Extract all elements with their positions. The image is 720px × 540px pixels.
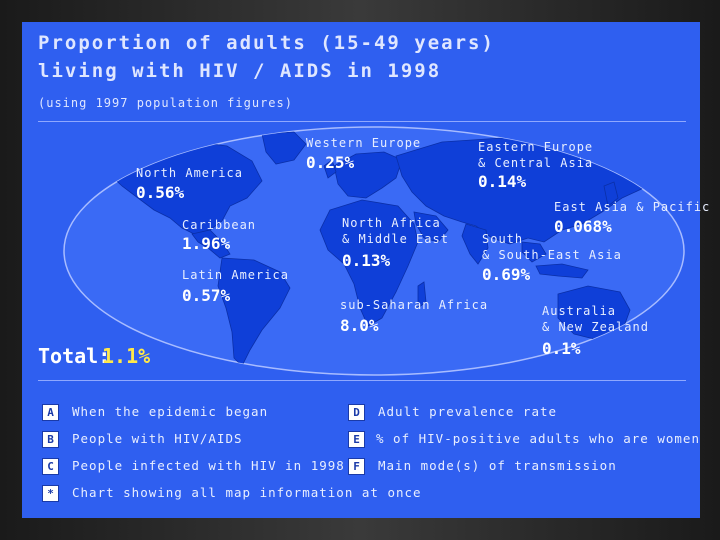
region-name-caribbean: Caribbean [182,218,257,232]
region-value-south-asia: 0.69% [482,265,531,284]
option-c-key[interactable]: C [42,458,59,475]
land-madagascar [417,281,427,309]
land-arabia [413,211,449,243]
region-name-latin-america: Latin America [182,268,289,282]
region-name-north-africa-line-2: & Middle East [342,232,449,246]
region-name-australia: Australia [542,304,617,318]
region-value-east-asia-pacific: 0.068% [554,217,612,236]
title-divider [38,121,686,122]
option-e-key[interactable]: E [348,431,365,448]
options-divider [38,380,686,381]
option-all-link[interactable]: Chart showing all map information at onc… [72,485,422,500]
region-name-east-asia-pacific: East Asia & Pacific [554,200,711,214]
region-value-eastern-europe: 0.14% [478,172,527,191]
region-name-eastern-europe: Eastern Europe [478,140,594,154]
region-name-north-africa: North Africa [342,216,441,230]
region-value-north-africa: 0.13% [342,251,391,270]
option-b-link[interactable]: People with HIV/AIDS [72,431,243,446]
land-southeast-asia [521,241,547,263]
total-label: Total: [38,344,111,368]
option-a-link[interactable]: When the epidemic began [72,404,269,419]
land-greenland [261,131,307,165]
land-indonesia [535,263,589,279]
region-value-latin-america: 0.57% [182,286,231,305]
map-subtitle: (using 1997 population figures) [38,96,293,110]
world-map [63,126,685,376]
land-europe [333,151,403,199]
region-name-sub-saharan-africa: sub-Saharan Africa [340,298,489,312]
region-value-western-europe: 0.25% [306,153,355,172]
region-name-western-europe: Western Europe [306,136,422,150]
option-c-link[interactable]: People infected with HIV in 1998 [72,458,345,473]
region-name-north-america: North America [136,166,243,180]
option-d-link[interactable]: Adult prevalence rate [378,404,558,419]
land-central-america [191,229,231,259]
option-f-link[interactable]: Main mode(s) of transmission [378,458,617,473]
land-uk [323,159,337,179]
region-name-eastern-europe-line-2: & Central Asia [478,156,594,170]
region-name-south-asia: South [482,232,524,246]
region-name-south-asia-line-2: & South-East Asia [482,248,622,262]
land-south-america [217,257,291,367]
option-b-key[interactable]: B [42,431,59,448]
total-value: 1.1% [102,344,151,368]
land-new-zealand [649,327,661,353]
option-e-link[interactable]: % of HIV-positive adults who are women [376,431,700,446]
region-value-north-america: 0.56% [136,183,185,202]
map-title-line-2: living with HIV / AIDS in 1998 [38,60,442,82]
slide: Proportion of adults (15-49 years) livin… [22,22,709,518]
region-name-australia-line-2: & New Zealand [542,320,649,334]
option-a-key[interactable]: A [42,404,59,421]
option-d-key[interactable]: D [348,404,365,421]
region-value-caribbean: 1.96% [182,234,231,253]
option-all-key[interactable]: * [42,485,59,502]
option-f-key[interactable]: F [348,458,365,475]
land-japan [603,181,619,207]
land-africa [319,199,419,327]
region-value-sub-saharan-africa: 8.0% [340,316,379,335]
land-india [461,223,489,265]
region-value-australia: 0.1% [542,339,581,358]
map-title-line-1: Proportion of adults (15-49 years) [38,32,495,54]
